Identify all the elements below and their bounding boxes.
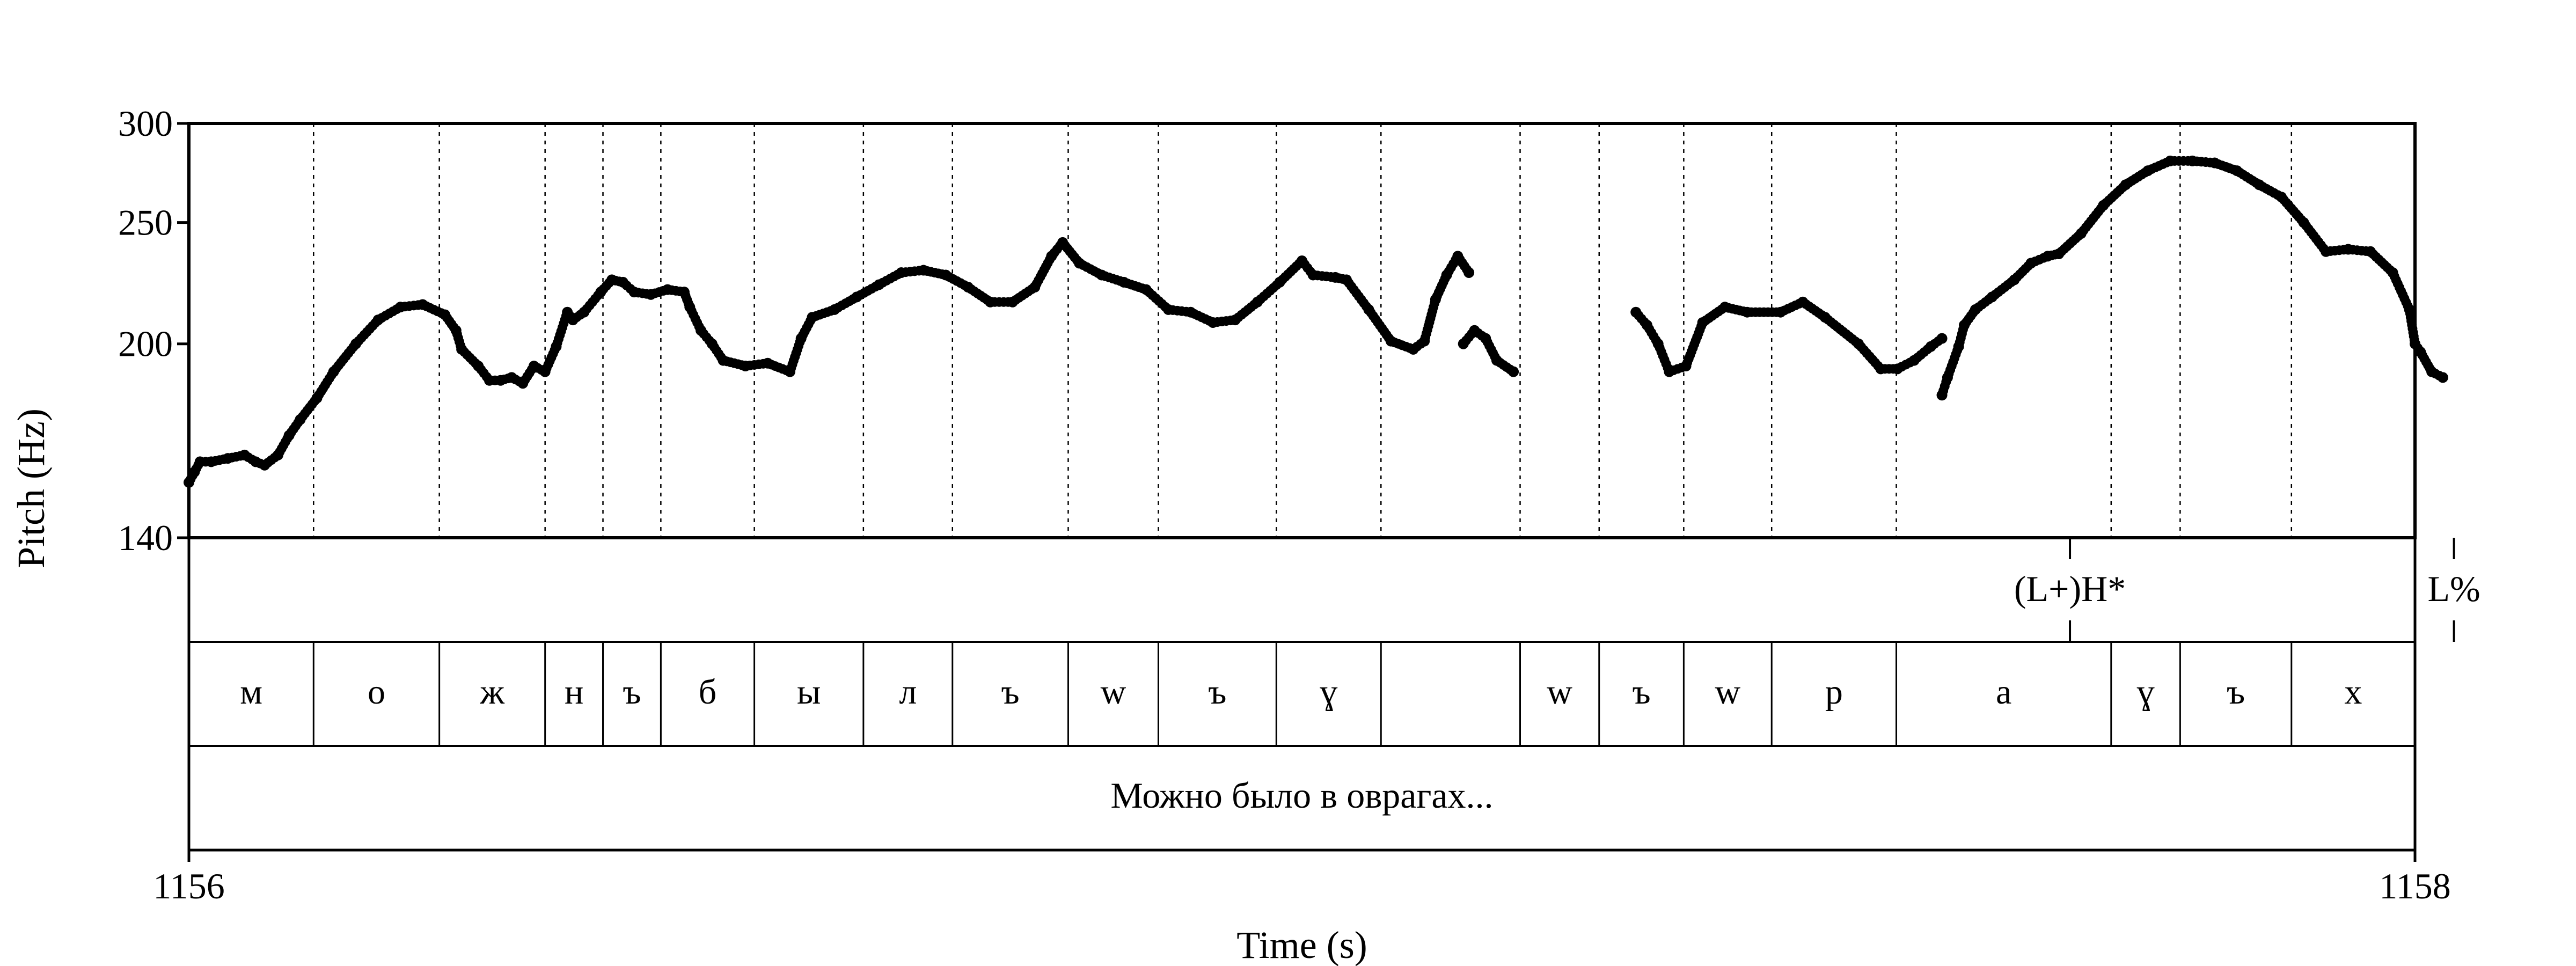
annotation-tiers: м о ж н ъ б ы л ъ w ъ ɣ w ъ w р а ɣ ъ х(L+)H* L%Можно было в…	[189, 538, 2480, 816]
pitch-contour-segment	[1458, 325, 1519, 377]
segment-label: р	[1825, 672, 1843, 712]
pitch-point	[1463, 267, 1474, 278]
pitch-contour-segment	[184, 237, 1474, 488]
segment-label: л	[899, 672, 917, 712]
pitch-contour-segment	[1937, 156, 2448, 400]
segment-label: w	[1101, 672, 1126, 712]
segment-label: о	[368, 672, 385, 712]
segment-label: ж	[479, 672, 504, 712]
tone-label: (L+)H*	[2014, 568, 2126, 609]
segment-label: н	[565, 672, 583, 712]
pitch-point	[1508, 367, 1519, 377]
boundary-guides	[313, 123, 2291, 538]
segment-label: б	[699, 672, 717, 712]
segment-label: ъ	[623, 672, 641, 712]
segment-label: х	[2344, 672, 2362, 712]
pitch-point	[2438, 372, 2448, 383]
utterance-label: Можно было в оврагах...	[1110, 775, 1493, 816]
pitch-track	[184, 156, 2448, 488]
segment-label: ы	[797, 672, 821, 712]
segment-label: ъ	[1208, 672, 1226, 712]
x-tick-label: 1156	[153, 866, 224, 906]
y-tick-label: 200	[118, 324, 173, 364]
segment-label: ъ	[1001, 672, 1020, 712]
segment-label: w	[1715, 672, 1740, 712]
pitch-contour-segment	[1630, 297, 1947, 377]
segment-label: ъ	[1632, 672, 1650, 712]
y-tick-label: 300	[118, 103, 173, 144]
x-tick-label: 1158	[2379, 866, 2450, 906]
segment-label: м	[240, 672, 262, 712]
pitch-point	[1937, 333, 1948, 344]
pitch-plot-frame	[189, 123, 2415, 538]
tone-label: L%	[2427, 568, 2480, 609]
x-axis-title: Time (s)	[1236, 924, 1367, 966]
y-axis-title: Pitch (Hz)	[10, 408, 53, 568]
y-tick-label: 250	[118, 202, 173, 243]
segment-label: ъ	[2227, 672, 2245, 712]
segment-label: ɣ	[1320, 672, 1337, 712]
segment-label: ɣ	[2137, 672, 2155, 712]
segment-label: а	[1996, 672, 2011, 712]
segment-label: w	[1547, 672, 1572, 712]
y-tick-label: 140	[118, 517, 173, 558]
